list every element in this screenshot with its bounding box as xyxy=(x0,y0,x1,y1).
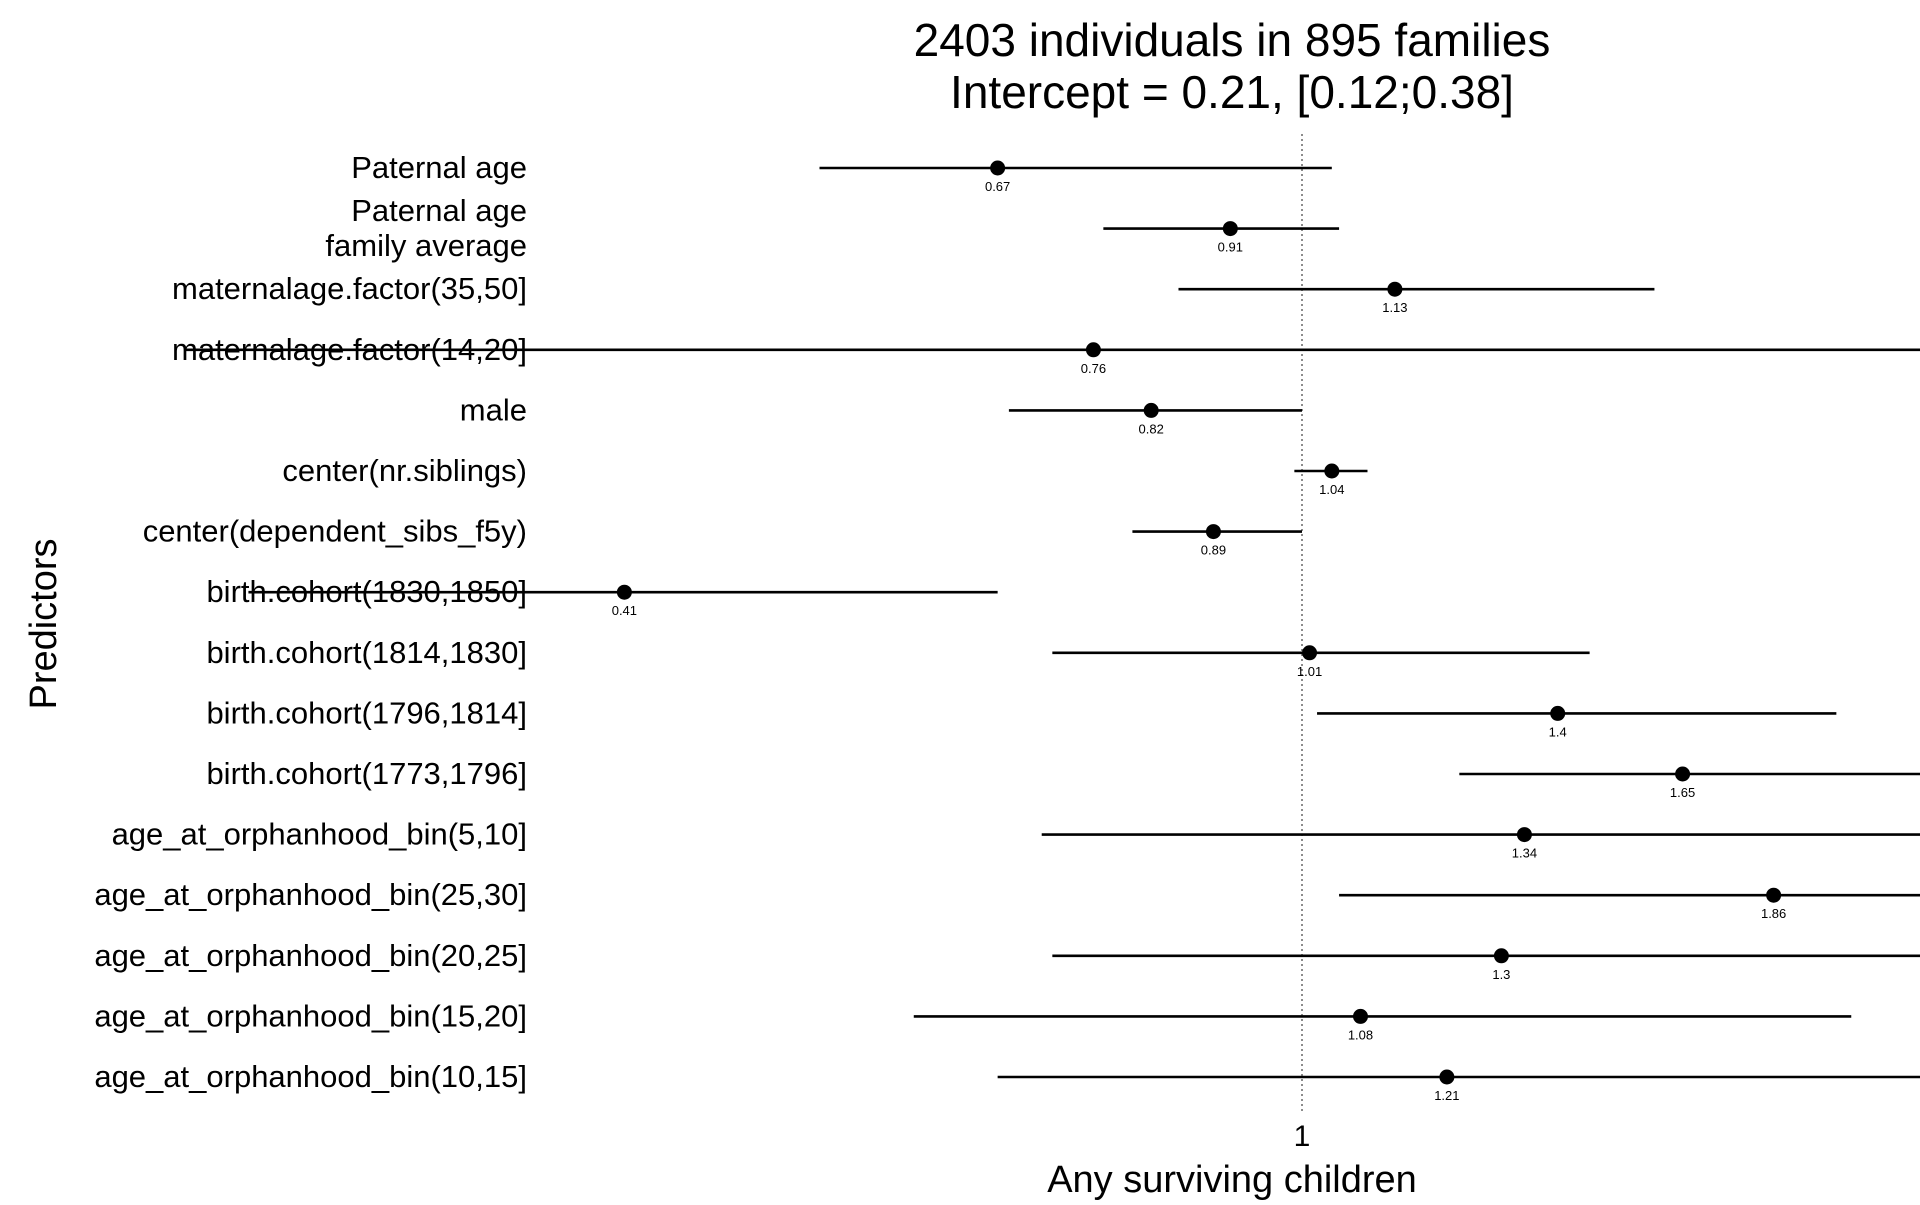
estimate-value-label: 1.3 xyxy=(1492,967,1510,982)
estimate-point xyxy=(1222,221,1238,237)
predictor-label: birth.cohort(1773,1796] xyxy=(206,756,527,791)
estimate-value-label: 1.65 xyxy=(1670,785,1695,800)
predictor-label: family average xyxy=(325,228,527,263)
estimate-point xyxy=(1516,827,1532,843)
estimate-point xyxy=(1324,463,1340,479)
estimate-value-label: 0.82 xyxy=(1139,421,1164,436)
predictor-label: male xyxy=(460,392,527,427)
predictor-label: age_at_orphanhood_bin(15,20] xyxy=(94,998,527,1033)
predictor-label: Paternal age xyxy=(351,193,527,228)
predictor-label: birth.cohort(1796,1814] xyxy=(206,695,527,730)
estimate-value-label: 1.13 xyxy=(1382,300,1407,315)
predictor-label: age_at_orphanhood_bin(10,15] xyxy=(94,1059,527,1094)
estimate-point xyxy=(990,160,1006,176)
estimate-point xyxy=(1085,342,1101,358)
predictor-label: age_at_orphanhood_bin(25,30] xyxy=(94,877,527,912)
estimate-point xyxy=(1675,766,1691,782)
estimate-point xyxy=(1387,281,1403,297)
estimate-value-label: 1.04 xyxy=(1319,482,1344,497)
estimate-value-label: 0.91 xyxy=(1218,240,1243,255)
x-tick-label: 1 xyxy=(1294,1120,1311,1153)
estimate-point xyxy=(1493,948,1509,964)
predictor-label: age_at_orphanhood_bin(20,25] xyxy=(94,938,527,973)
chart-title-line-1: 2403 individuals in 895 families xyxy=(914,14,1551,66)
estimate-point xyxy=(1550,705,1566,721)
x-axis-title: Any surviving children xyxy=(1047,1159,1417,1200)
y-axis-title: Predictors xyxy=(23,538,65,709)
predictor-label: birth.cohort(1814,1830] xyxy=(206,635,527,670)
chart-title-line-2: Intercept = 0.21, [0.12;0.38] xyxy=(950,66,1514,118)
estimate-value-label: 1.4 xyxy=(1549,724,1567,739)
predictor-label: Paternal age xyxy=(351,150,527,185)
estimate-value-label: 1.21 xyxy=(1434,1088,1459,1103)
estimate-value-label: 1.86 xyxy=(1761,906,1786,921)
estimate-point xyxy=(1302,645,1318,661)
predictor-label: age_at_orphanhood_bin(5,10] xyxy=(112,817,527,852)
estimate-point xyxy=(1205,524,1221,540)
estimate-value-label: 0.67 xyxy=(985,179,1010,194)
estimate-value-label: 0.89 xyxy=(1201,543,1226,558)
estimate-value-label: 1.08 xyxy=(1348,1027,1373,1042)
estimate-value-label: 0.41 xyxy=(612,603,637,618)
estimate-point xyxy=(1766,887,1782,903)
predictor-label: center(dependent_sibs_f5y) xyxy=(143,514,527,549)
predictor-label: center(nr.siblings) xyxy=(282,453,527,488)
estimate-value-label: 1.01 xyxy=(1297,664,1322,679)
estimate-value-label: 1.34 xyxy=(1512,846,1537,861)
estimate-point xyxy=(1352,1008,1368,1024)
predictor-label: maternalage.factor(35,50] xyxy=(172,271,527,306)
estimate-value-label: 0.76 xyxy=(1081,361,1106,376)
estimate-point xyxy=(1143,402,1159,418)
estimate-point xyxy=(1439,1069,1455,1085)
estimate-point xyxy=(616,584,632,600)
